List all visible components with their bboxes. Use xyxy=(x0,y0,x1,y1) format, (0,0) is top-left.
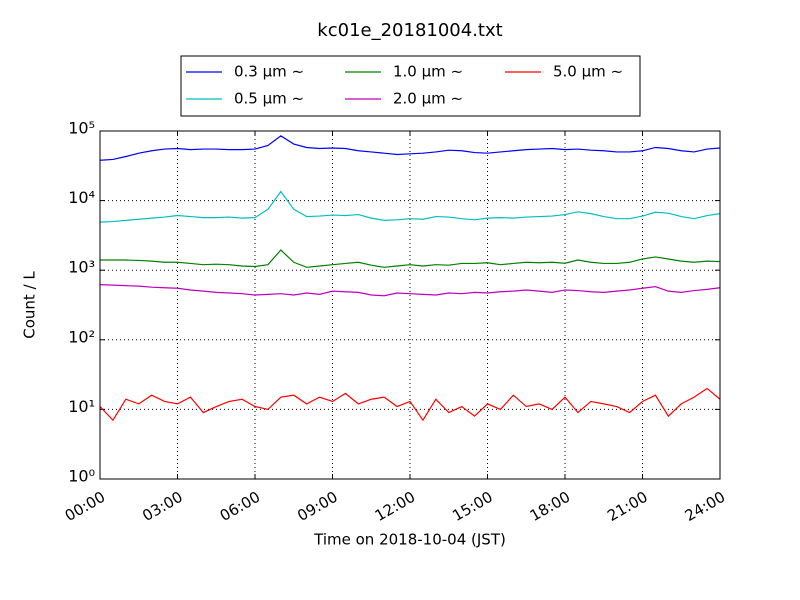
y-tick-label: 10⁴ xyxy=(68,188,95,207)
axes-frame xyxy=(99,130,721,480)
legend-label: 0.5 μm ∼ xyxy=(234,90,304,108)
y-axis-label: Count / L xyxy=(21,271,39,339)
legend-box xyxy=(180,55,641,117)
series-line xyxy=(100,249,721,268)
y-tick-label: 10⁰ xyxy=(68,467,95,486)
legend-label: 1.0 μm ∼ xyxy=(393,63,463,81)
x-axis-label: Time on 2018-10-04 (JST) xyxy=(313,531,506,549)
series-line xyxy=(99,135,721,161)
series-line xyxy=(99,387,721,422)
y-tick-label: 10³ xyxy=(68,258,95,277)
legend-label: 0.3 μm ∼ xyxy=(234,63,304,81)
series-line xyxy=(99,284,721,297)
series-line xyxy=(99,190,721,223)
chart-title: kc01e_20181004.txt xyxy=(317,20,502,41)
legend-label: 2.0 μm ∼ xyxy=(393,90,463,108)
y-tick-label: 10⁵ xyxy=(68,119,95,138)
y-tick-label: 10² xyxy=(68,327,95,346)
y-tick-label: 10¹ xyxy=(68,397,95,416)
legend-label: 5.0 μm ∼ xyxy=(553,63,623,81)
